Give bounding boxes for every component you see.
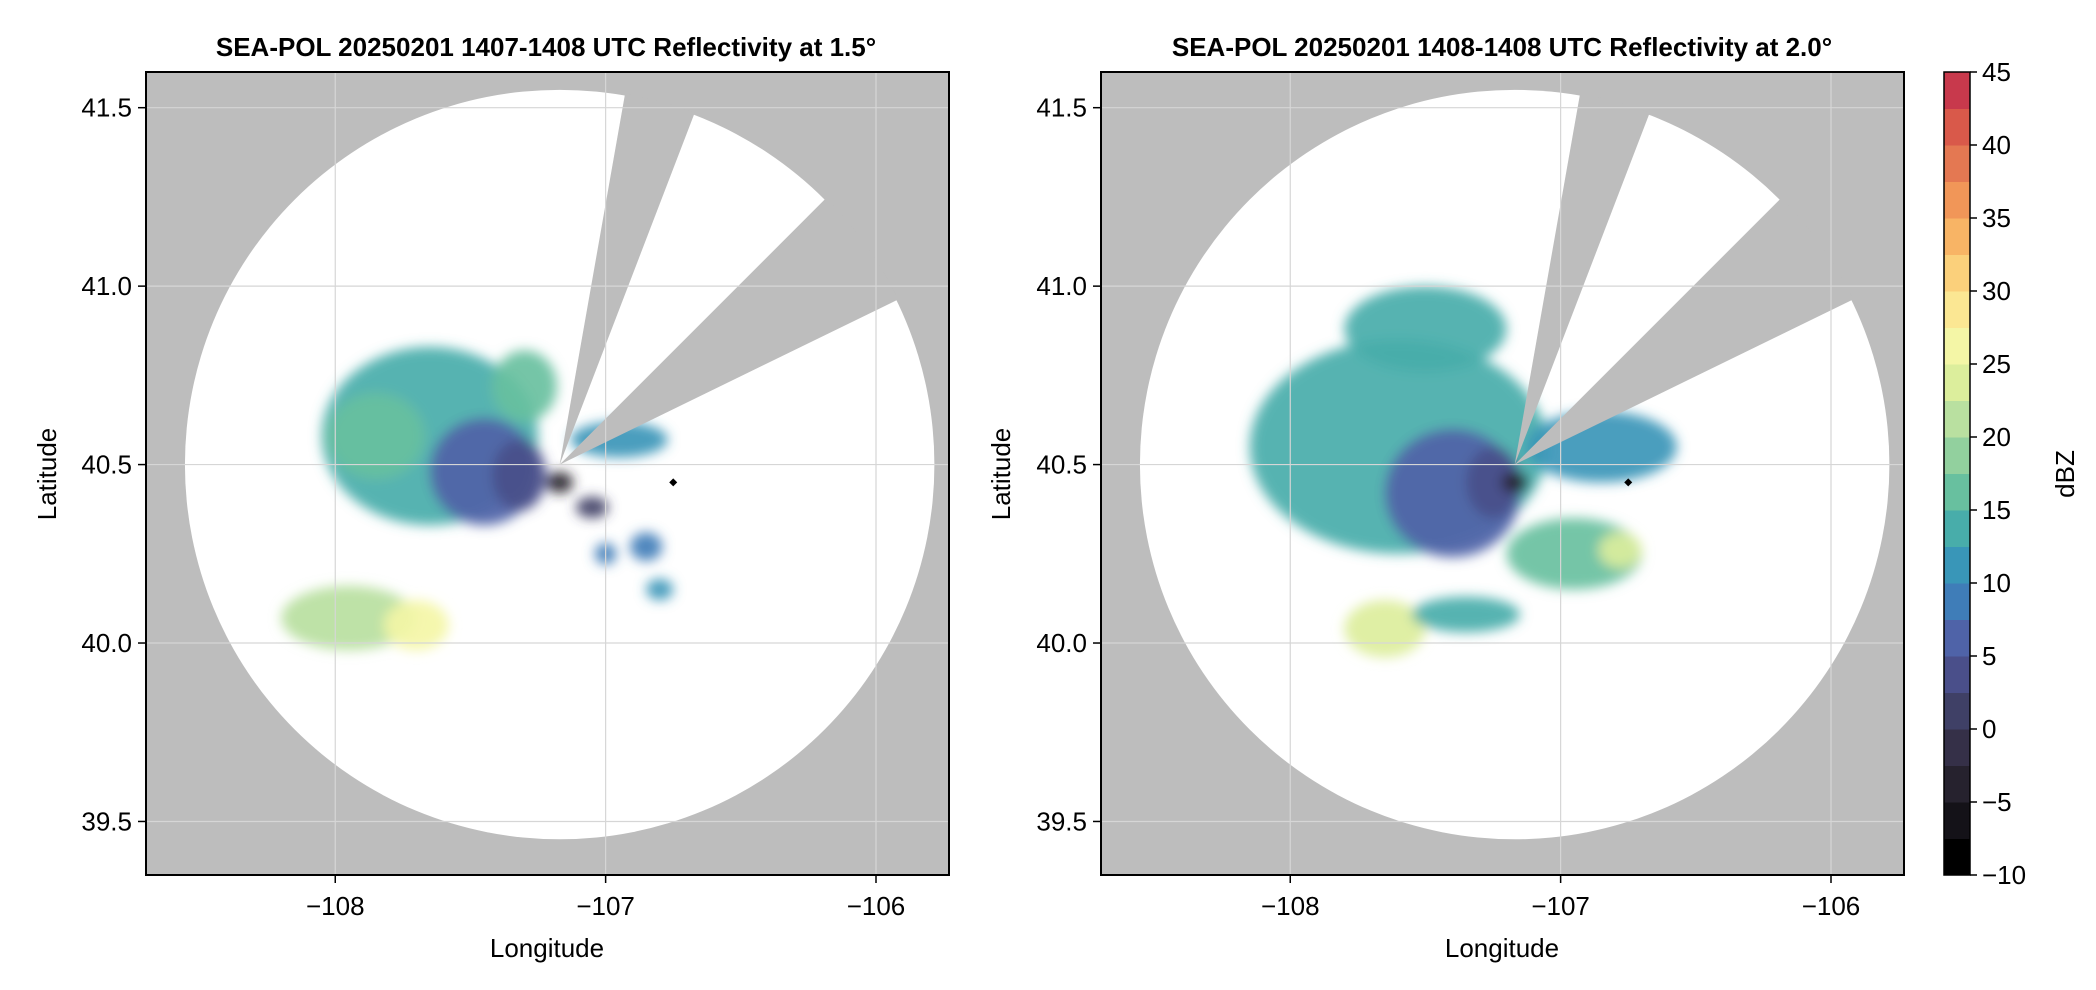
colorbar: −10 −5 0 5 10 15 20 25 30 35 40 45 dBZ <box>1943 57 2080 890</box>
colorbar-swatch <box>1944 181 1970 219</box>
colorbar-tick-label: 10 <box>1982 568 2011 598</box>
colorbar-tick-label: −5 <box>1982 787 2012 817</box>
panel-1-title: SEA-POL 20250201 1407-1408 UTC Reflectiv… <box>216 32 876 62</box>
colorbar-swatch <box>1944 400 1970 438</box>
colorbar-ticks: −10 −5 0 5 10 15 20 25 30 35 40 45 <box>1970 57 2026 890</box>
blocked-sector-1 <box>559 93 695 465</box>
colorbar-tick-label: 5 <box>1982 641 1996 671</box>
colorbar-tick-label: 30 <box>1982 276 2011 306</box>
colorbar-tick-label: 25 <box>1982 349 2011 379</box>
echo-southeast <box>646 578 674 601</box>
colorbar-swatch <box>1944 729 1970 766</box>
echo-main <box>492 350 557 422</box>
colorbar-tick-label: 20 <box>1982 422 2011 452</box>
colorbar-swatch <box>1944 838 1970 876</box>
plot-frame <box>145 71 950 876</box>
colorbar-tick-label: 35 <box>1982 203 2011 233</box>
echo-near-radar <box>575 496 609 519</box>
colorbar-swatch <box>1944 437 1970 474</box>
panel-1-axes: −108 −107 −106 39.5 40.0 40.5 41.0 41.5 <box>81 71 950 921</box>
y-tick-label: 40.5 <box>81 450 132 480</box>
panel-1-x-axis-label: Longitude <box>490 933 604 963</box>
site-marker <box>669 478 678 487</box>
echo-southwest-cell <box>383 600 449 651</box>
echo-near-radar <box>1501 471 1529 494</box>
colorbar-swatch <box>1944 108 1970 146</box>
panel-2-axes: −108 −107 −106 39.5 40.0 40.5 41.0 41.5 <box>1036 71 1905 921</box>
colorbar-swatches <box>1943 71 1971 876</box>
blocked-sector-2 <box>1514 198 1854 465</box>
y-tick-label: 41.0 <box>1036 271 1087 301</box>
echo-main <box>327 393 425 479</box>
x-tick-label: −106 <box>847 891 906 921</box>
panel-1: SEA-POL 20250201 1407-1408 UTC Reflectiv… <box>32 32 950 963</box>
colorbar-tick-label: 40 <box>1982 130 2011 160</box>
y-tick-label: 40.0 <box>81 628 132 658</box>
echo-north <box>1344 286 1507 372</box>
colorbar-swatch <box>1944 145 1970 182</box>
colorbar-swatch <box>1944 218 1970 255</box>
y-tick-label: 39.5 <box>81 806 132 836</box>
x-tick-label: −108 <box>306 891 365 921</box>
x-tick-label: −107 <box>1531 891 1590 921</box>
colorbar-swatch <box>1944 619 1970 657</box>
panel-2-x-axis-label: Longitude <box>1445 933 1559 963</box>
y-tick-label: 39.5 <box>1036 806 1087 836</box>
panel-2-y-axis-label: Latitude <box>986 428 1016 521</box>
blocked-sector-1 <box>1514 93 1650 465</box>
echo-southeast <box>629 532 663 561</box>
plot-frame <box>1100 71 1905 876</box>
x-tick-label: −107 <box>576 891 635 921</box>
colorbar-swatch <box>1944 583 1970 620</box>
colorbar-swatch <box>1944 510 1970 547</box>
panel-2-plot-area <box>1101 72 1904 875</box>
colorbar-tick-label: 0 <box>1982 714 1996 744</box>
echo-southwest-cell <box>1344 600 1426 658</box>
panel-2: SEA-POL 20250201 1408-1408 UTC Reflectiv… <box>986 32 1905 963</box>
colorbar-swatch <box>1944 692 1970 730</box>
y-tick-label: 41.0 <box>81 271 132 301</box>
colorbar-tick-label: 15 <box>1982 495 2011 525</box>
panel-1-plot-area <box>146 72 949 875</box>
panel-1-y-axis-label: Latitude <box>32 428 62 521</box>
echo-southwest-cell <box>281 585 417 651</box>
echo-southeast-band <box>1598 532 1642 569</box>
echo-main <box>492 439 547 511</box>
blocked-sector-2 <box>559 198 899 465</box>
colorbar-tick-label: 45 <box>1982 57 2011 87</box>
y-tick-label: 41.5 <box>81 93 132 123</box>
colorbar-swatch <box>1944 656 1970 693</box>
colorbar-label: dBZ <box>2050 450 2080 498</box>
colorbar-swatch <box>1944 327 1970 365</box>
y-tick-label: 40.0 <box>1036 628 1087 658</box>
colorbar-swatch <box>1944 72 1970 109</box>
colorbar-swatch <box>1944 291 1970 328</box>
colorbar-swatch <box>1944 546 1970 584</box>
reflectivity-echoes <box>281 346 674 651</box>
site-marker <box>1624 478 1633 487</box>
colorbar-frame <box>1943 71 1971 876</box>
colorbar-swatch <box>1944 765 1970 803</box>
echo-south <box>1411 596 1521 633</box>
colorbar-swatch <box>1944 254 1970 292</box>
x-tick-label: −106 <box>1802 891 1861 921</box>
echo-near-radar <box>546 471 574 494</box>
colorbar-swatch <box>1944 802 1970 839</box>
colorbar-swatch <box>1944 473 1970 511</box>
panel-2-title: SEA-POL 20250201 1408-1408 UTC Reflectiv… <box>1172 32 1832 62</box>
y-tick-label: 41.5 <box>1036 93 1087 123</box>
y-tick-label: 40.5 <box>1036 450 1087 480</box>
colorbar-tick-label: −10 <box>1982 860 2026 890</box>
x-tick-label: −108 <box>1261 891 1320 921</box>
colorbar-swatch <box>1944 364 1970 401</box>
